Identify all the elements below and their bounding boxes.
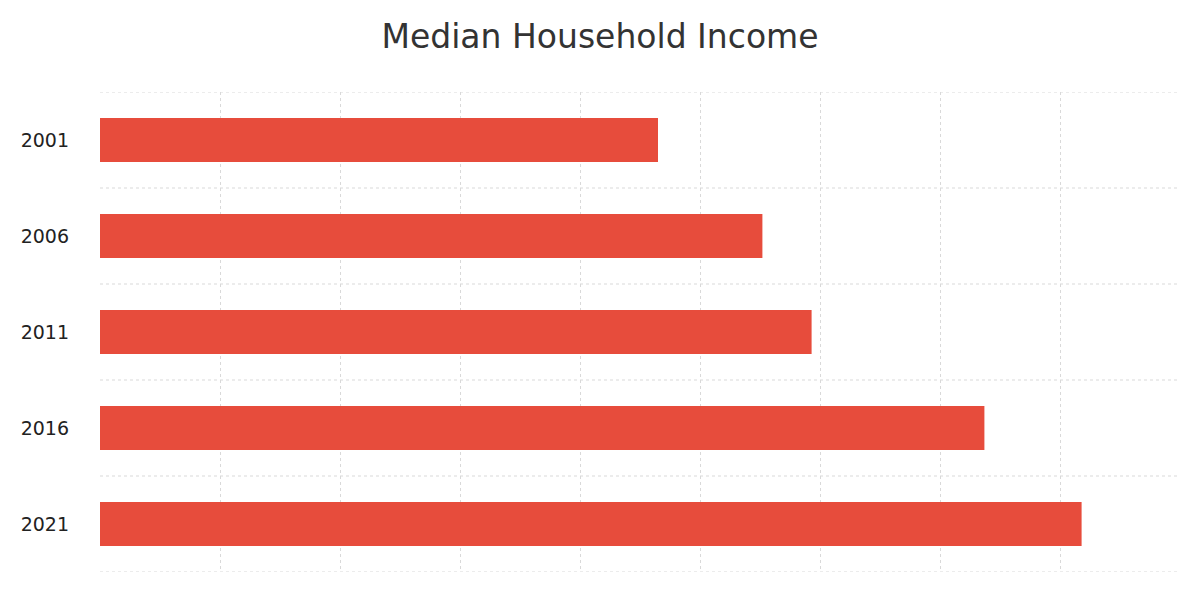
svg-text:2001: 2001 [21, 129, 69, 151]
svg-text:Median Household Income: Median Household Income [381, 17, 818, 56]
svg-text:2011: 2011 [21, 321, 69, 343]
svg-text:2006: 2006 [21, 225, 69, 247]
svg-text:2016: 2016 [21, 417, 69, 439]
svg-text:2021: 2021 [21, 513, 69, 535]
